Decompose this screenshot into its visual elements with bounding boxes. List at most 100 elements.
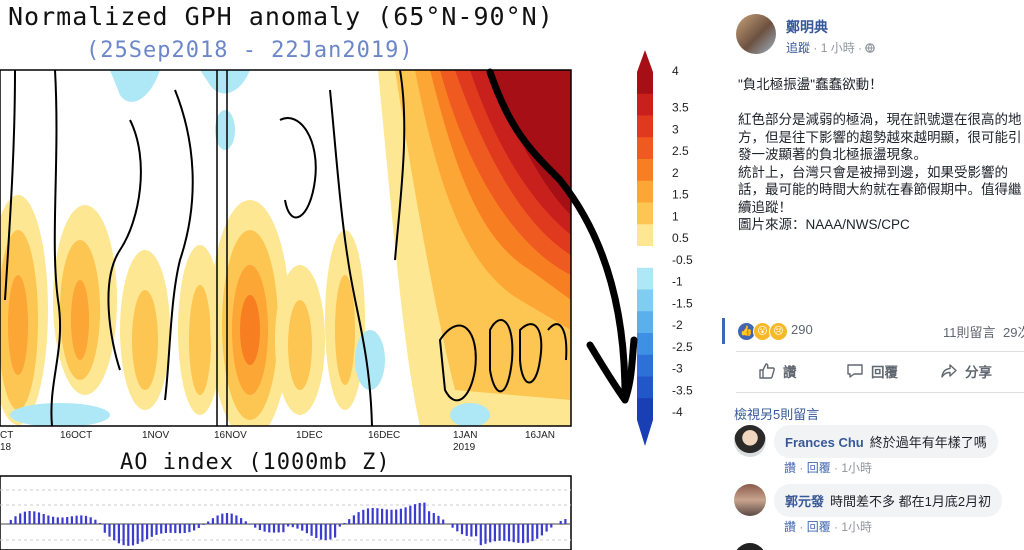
ao-bar: [9, 519, 12, 524]
ao-bar: [503, 524, 506, 541]
ao-bar: [409, 505, 412, 524]
colorbar-label: 1.5: [672, 188, 689, 202]
ao-bar: [451, 524, 454, 528]
colorbar-swatch: [637, 137, 653, 160]
ao-bar: [512, 524, 515, 543]
ao-bar: [404, 507, 407, 524]
commenter-name[interactable]: 郭元發: [785, 494, 825, 509]
ao-bar: [249, 524, 252, 525]
reaction-icons[interactable]: 👍 😮 😢: [737, 322, 788, 341]
ao-bar: [305, 524, 308, 534]
ao-bar: [343, 522, 346, 524]
colorbar-bottom-tip: [637, 420, 653, 446]
colorbar-swatch: [637, 398, 653, 421]
ao-bar: [14, 516, 17, 524]
colorbar-swatch: [637, 202, 653, 225]
comment-count[interactable]: 11則留言: [943, 325, 996, 340]
colorbar-swatch: [637, 333, 653, 356]
x-tick-label: 1DEC: [296, 430, 323, 441]
colorbar-label: 1: [672, 209, 679, 223]
ao-bar: [56, 517, 59, 524]
ao-bar: [89, 517, 92, 524]
like-button[interactable]: 讚: [758, 361, 797, 381]
ao-bar: [99, 522, 102, 524]
ao-bar: [108, 524, 111, 537]
colorbar-label: -2.5: [672, 340, 693, 354]
commenter-avatar[interactable]: [734, 543, 766, 550]
comment-button[interactable]: 回覆: [846, 361, 898, 381]
ao-bar: [432, 513, 435, 524]
ao-bar: [103, 524, 106, 533]
commenter-avatar[interactable]: [734, 484, 766, 516]
ao-bar: [385, 509, 388, 524]
colorbar-swatch: [637, 224, 653, 247]
colorbar-swatch: [637, 311, 653, 334]
ao-bar: [362, 509, 365, 524]
x-tick-label: 16OCT: [60, 430, 92, 441]
ao-bar: [216, 515, 219, 524]
share-button[interactable]: 分享: [940, 361, 992, 381]
ao-bar: [122, 524, 125, 546]
comment-text: 終於過年有年樣了嗎: [869, 435, 987, 450]
ao-bar: [272, 524, 276, 533]
ao-bar: [324, 524, 327, 541]
ao-bar: [150, 524, 153, 537]
commenter-name[interactable]: Frances Chu: [785, 435, 864, 450]
comment-meta: 讚 · 回覆 · 1小時: [784, 520, 873, 534]
ao-bar: [366, 508, 370, 524]
reaction-count[interactable]: 290: [791, 322, 813, 337]
globe-icon[interactable]: [865, 43, 876, 53]
colorbar-top-tip: [637, 50, 653, 72]
ao-bar: [277, 524, 280, 533]
colorbar-label: -4: [672, 405, 683, 419]
commenter-avatar[interactable]: [734, 425, 766, 457]
comment-like-link[interactable]: 讚: [784, 461, 797, 475]
view-more-comments-link[interactable]: 檢視另5則留言: [734, 407, 820, 422]
ao-bar: [475, 524, 478, 537]
ao-bar: [428, 511, 431, 524]
follow-link[interactable]: 追蹤: [786, 41, 811, 55]
ao-bar: [559, 520, 562, 524]
ao-bar: [301, 524, 304, 531]
comment-time[interactable]: 1小時: [841, 461, 873, 475]
colorbar-label: 3: [672, 122, 679, 136]
ao-bar: [338, 524, 341, 527]
ao-bar: [117, 524, 120, 544]
ao-index-title: AO index (1000mb Z): [120, 450, 391, 475]
comment-like-link[interactable]: 讚: [784, 520, 797, 534]
ao-bar: [282, 524, 285, 533]
ao-bar: [291, 524, 294, 528]
facebook-post: 鄭明典 追蹤 · 1 小時 · "負北極振盪"蠢蠢欲動！ 紅色部分是減弱的極渦，…: [720, 0, 1024, 550]
ao-bar: [517, 524, 520, 543]
colorbar-swatch: [637, 115, 653, 138]
ao-bar: [42, 513, 45, 524]
post-time[interactable]: 1 小時: [820, 41, 855, 55]
ao-bar: [390, 509, 393, 524]
share-count[interactable]: 29次: [1003, 325, 1024, 340]
colorbar-label: 3.5: [672, 101, 689, 115]
ao-bar: [75, 515, 78, 524]
chart-title: Normalized GPH anomaly (65°N-90°N): [8, 2, 554, 31]
ao-bar: [545, 524, 548, 532]
comment-reply-link[interactable]: 回覆: [806, 520, 831, 534]
divider: [736, 351, 1024, 352]
ao-bar: [357, 512, 360, 524]
share-label: 分享: [965, 365, 992, 380]
colorbar: 4 3.5 3 2.5 2 1.5 1 0.5 -0.5 -1 -1.5 -2 -2.5 -3 -3.5 -4: [637, 50, 693, 446]
colorbar-label: -3.5: [672, 383, 693, 397]
chart-subtitle: (25Sep2018 - 22Jan2019): [86, 38, 414, 63]
ao-bar: [197, 524, 200, 528]
ao-bar: [296, 524, 299, 529]
author-avatar[interactable]: [736, 14, 776, 54]
ao-bar: [348, 519, 351, 524]
ao-bar: [52, 516, 55, 524]
author-name[interactable]: 鄭明典: [786, 19, 828, 35]
ao-bar: [47, 515, 50, 524]
x-tick-label: 1JAN: [453, 430, 477, 441]
colorbar-label: 4: [672, 64, 679, 78]
comment-time[interactable]: 1小時: [841, 520, 873, 534]
comment-reply-link[interactable]: 回覆: [806, 461, 831, 475]
ao-bar: [23, 511, 26, 524]
ao-bar: [235, 515, 238, 524]
ao-bar: [178, 524, 182, 534]
